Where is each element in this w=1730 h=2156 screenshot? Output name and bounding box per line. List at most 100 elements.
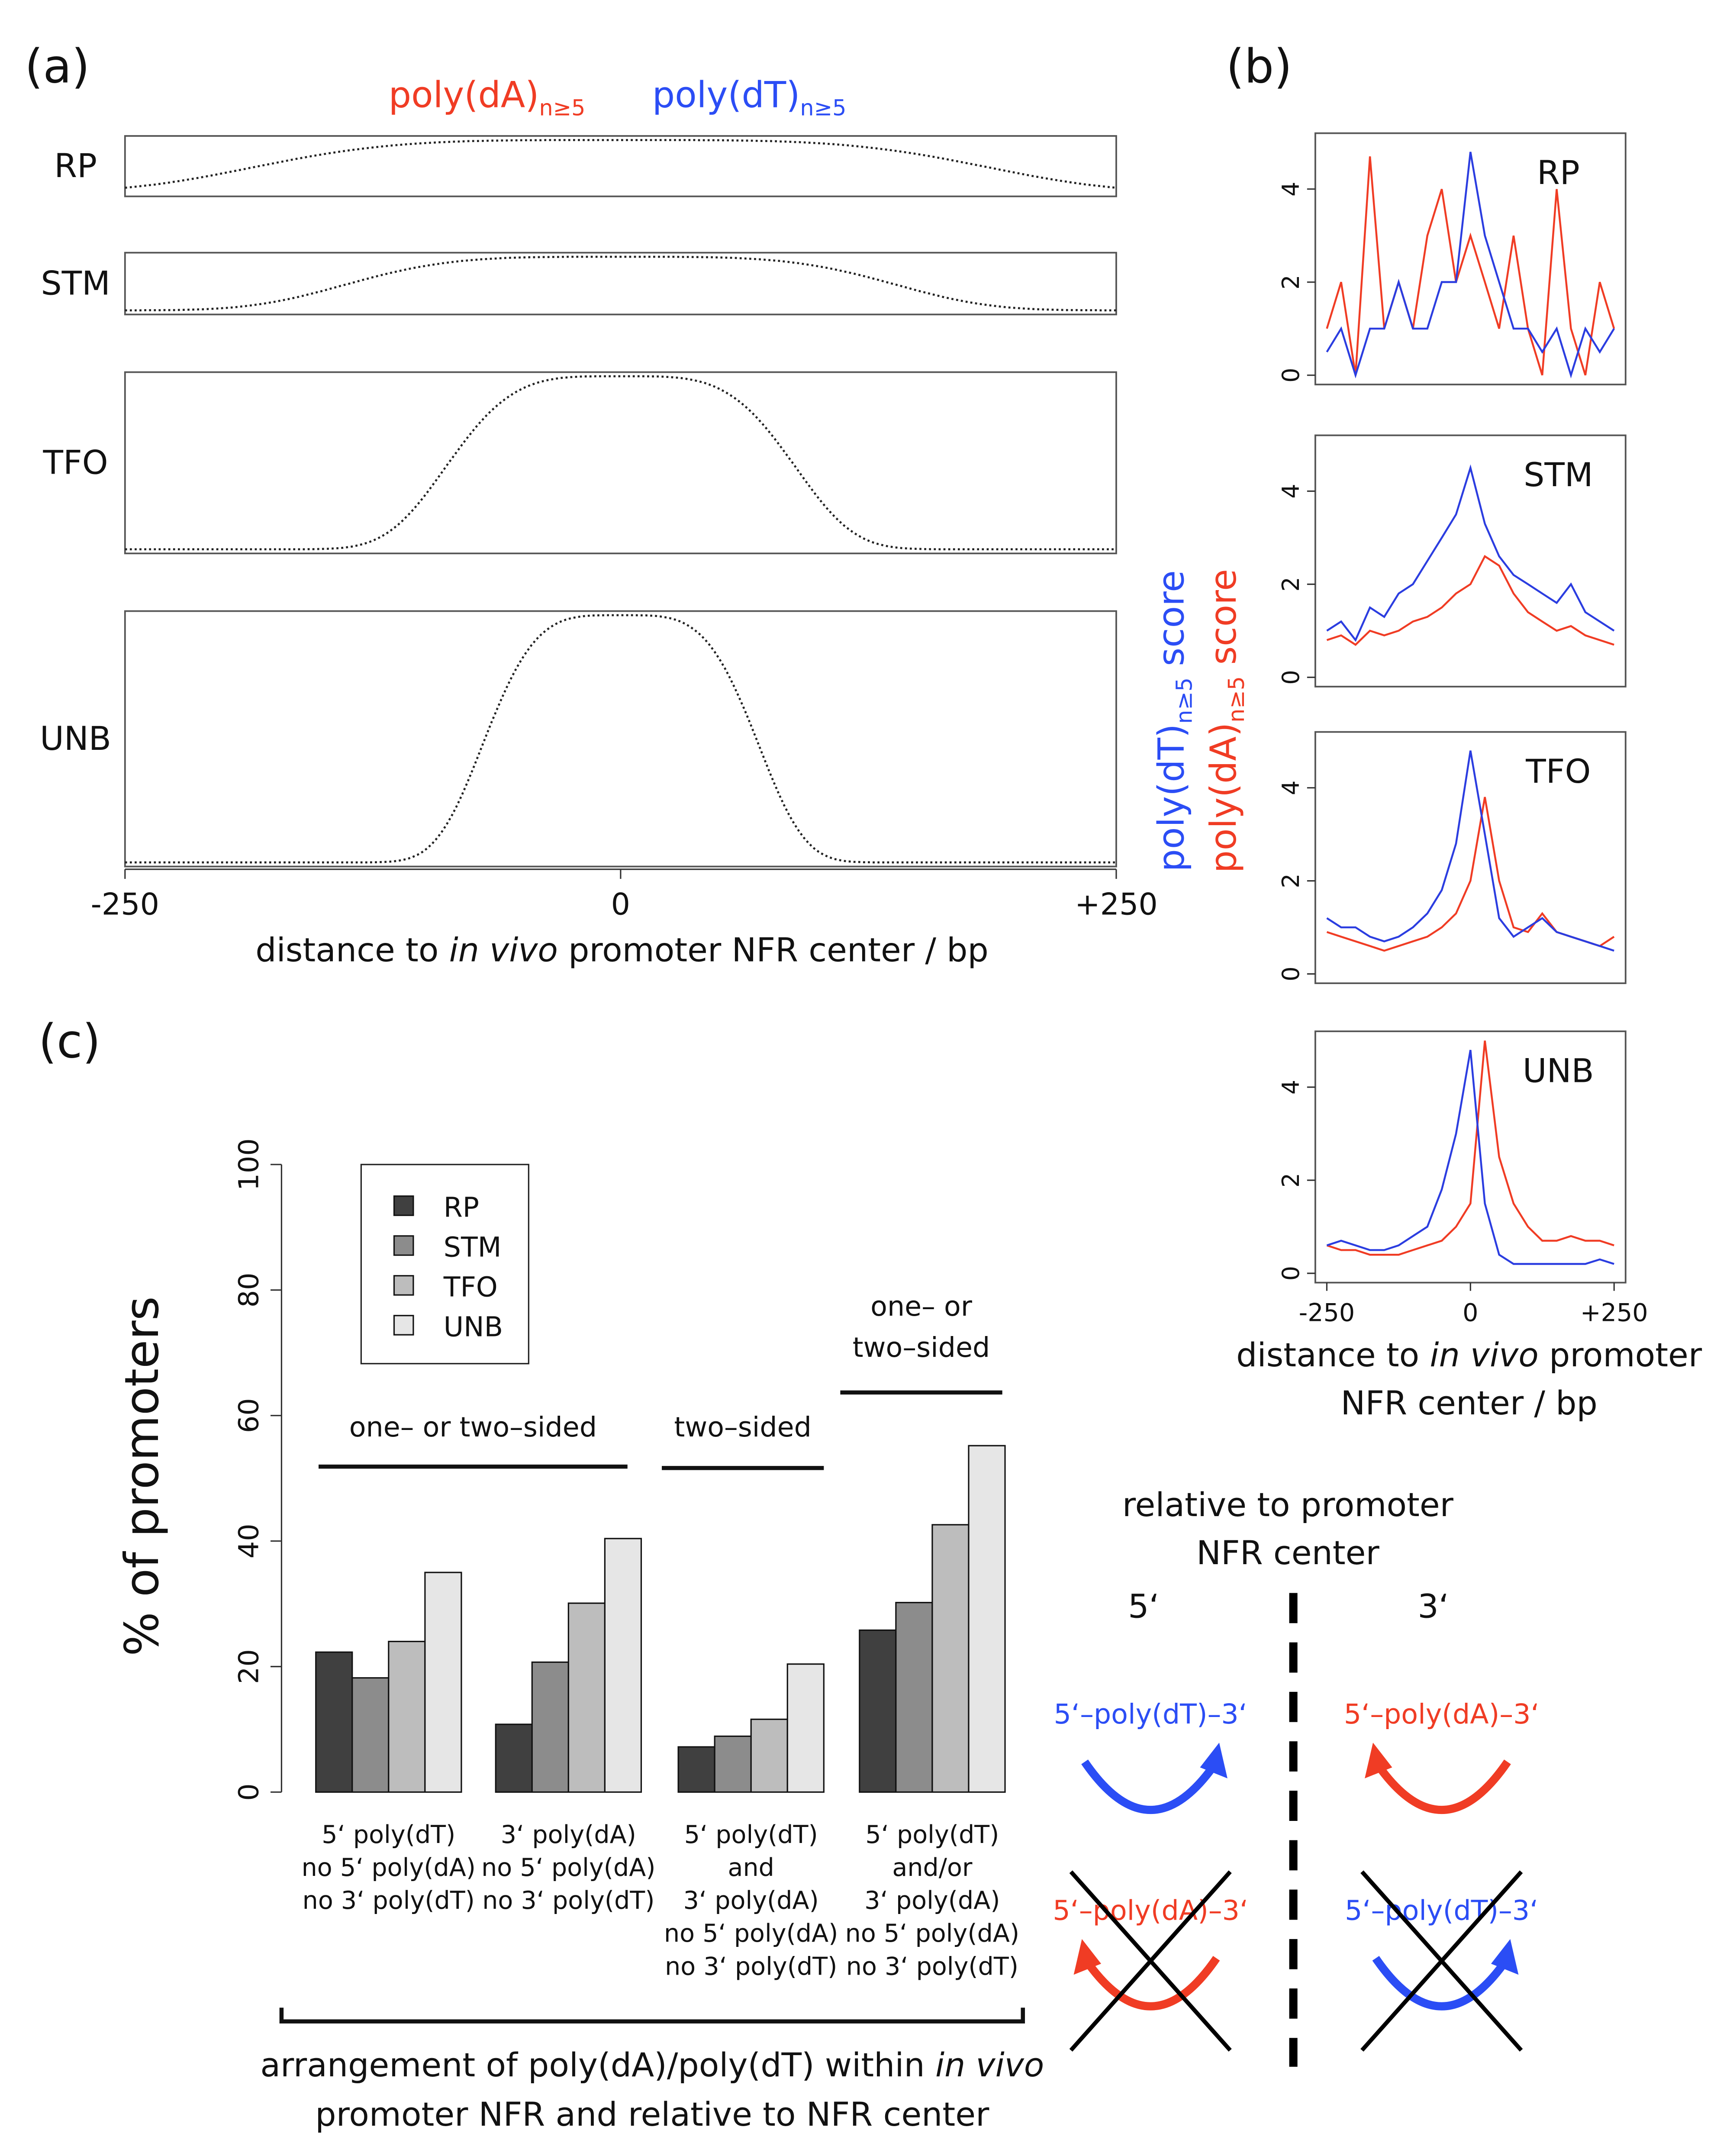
bar — [315, 1651, 353, 1793]
label-sub: n≥5 — [1171, 678, 1197, 724]
axis-label: promoter NFR and relative to NFR center — [315, 2095, 989, 2133]
panel-title: STM — [1524, 455, 1593, 494]
heatmap-frame — [124, 371, 1117, 555]
y-tick-label: 2 — [1277, 1173, 1305, 1188]
bar — [786, 1663, 825, 1793]
bar — [531, 1661, 569, 1793]
arrow-head — [1491, 1939, 1519, 1975]
bar — [750, 1718, 788, 1793]
axis-label: distance to in vivo promoter — [1236, 1336, 1702, 1374]
bar — [931, 1524, 970, 1793]
profile-line — [1326, 1040, 1614, 1256]
arc-arrow — [1081, 1759, 1220, 1814]
profile-line — [1326, 464, 1615, 642]
diagram-title: NFR center — [1196, 1533, 1379, 1572]
label-main: poly(dA) — [1203, 723, 1244, 873]
nfr-profile-curve — [125, 614, 1116, 864]
nfr-profile-curve — [125, 139, 1117, 189]
label-part: in vivo — [449, 930, 558, 969]
label-part: in vivo — [1430, 1336, 1538, 1374]
label-part: promoter NFR and relative to NFR center — [315, 2095, 989, 2133]
category-line: 5‘ poly(dT) — [865, 1820, 999, 1849]
label-suffix: score — [1203, 569, 1244, 676]
heatmap-frame — [124, 252, 1117, 316]
bar — [388, 1640, 426, 1793]
bar — [567, 1602, 606, 1793]
x-tick-label: +250 — [1075, 887, 1158, 922]
category-line: no 5‘ poly(dA) — [845, 1919, 1019, 1948]
label-part: NFR center / bp — [1341, 1384, 1598, 1422]
plot-frame — [1314, 731, 1627, 984]
legend-swatch — [393, 1315, 414, 1336]
bar — [424, 1572, 462, 1793]
label-main: poly(dT) — [1150, 724, 1192, 872]
category-label: 5‘ poly(dT) no 5‘ poly(dA) no 3‘ poly(dT) — [302, 1820, 476, 1915]
label-part: in vivo — [935, 2046, 1044, 2084]
annotation: one– or two–sided — [349, 1411, 597, 1443]
nfr-profile-curve — [125, 255, 1116, 312]
y-tick-label: 4 — [1277, 1080, 1305, 1094]
annotation: two–sided — [674, 1411, 811, 1443]
motif-label: 5‘–poly(dT)–3‘ — [1054, 1698, 1247, 1730]
panel-title: RP — [1537, 153, 1580, 192]
category-line: and/or — [892, 1853, 973, 1882]
category-line: 3‘ poly(dA) — [864, 1886, 1000, 1915]
category-line: no 5‘ poly(dA) — [664, 1919, 838, 1948]
arrow-head — [1073, 1939, 1102, 1975]
y-tick-label: 80 — [232, 1272, 264, 1307]
axis-label: distance to in vivo promoter NFR center … — [255, 930, 989, 969]
row-label: UNB — [40, 719, 111, 758]
bar — [895, 1602, 933, 1793]
legend-label: UNB — [444, 1310, 503, 1343]
y-tick-label: 40 — [232, 1523, 264, 1559]
profile-line — [1326, 152, 1615, 379]
y-tick-label: 4 — [1277, 781, 1305, 795]
axis-label: arrangement of poly(dA)/poly(dT) within … — [260, 2046, 1044, 2084]
motif-label: 5‘–poly(dT)–3‘ — [1345, 1894, 1538, 1926]
category-line: no 5‘ poly(dA) — [481, 1853, 655, 1882]
y-tick-label: 0 — [1277, 966, 1305, 981]
nfr-profile-curve — [125, 375, 1116, 551]
category-line: no 5‘ poly(dA) — [302, 1853, 476, 1882]
y-tick-label: 2 — [1277, 873, 1305, 888]
category-label: 5‘ poly(dT) and 3‘ poly(dA) no 5‘ poly(dA) n… — [664, 1820, 838, 1981]
axis-label: NFR center / bp — [1341, 1384, 1598, 1422]
profile-line — [1326, 797, 1615, 952]
legend-box — [360, 1164, 529, 1365]
x-tick-label: -250 — [1299, 1298, 1355, 1327]
y-tick-label: 20 — [232, 1649, 264, 1684]
bar — [677, 1746, 715, 1793]
heatmap-frame — [124, 610, 1117, 868]
label-part: promoter — [1539, 1336, 1702, 1374]
row-label: TFO — [43, 443, 108, 481]
profile-line — [1326, 750, 1614, 952]
category-line: no 3‘ poly(dT) — [846, 1952, 1018, 1981]
category-label: 5‘ poly(dT) and/or 3‘ poly(dA) no 5‘ poly(d… — [845, 1820, 1019, 1981]
y-tick-label: 0 — [232, 1783, 264, 1801]
x-tick-label: +250 — [1580, 1298, 1648, 1327]
plot-frame — [1314, 434, 1627, 687]
x-tick-label: -250 — [91, 887, 159, 922]
series-label: poly(dA)n≥5 score — [1203, 569, 1249, 873]
y-tick-label: 4 — [1277, 484, 1305, 498]
cross — [1360, 1870, 1523, 2052]
legend-label: RP — [444, 1191, 479, 1223]
legend-swatch — [393, 1275, 414, 1296]
panel-label: (c) — [39, 1014, 100, 1068]
label-sub: n≥5 — [539, 95, 585, 120]
label-sub: n≥5 — [800, 95, 846, 120]
y-tick-label: 60 — [232, 1398, 264, 1433]
y-tick-label: 0 — [1277, 368, 1305, 383]
series-label: poly(dT)n≥5 score — [1150, 570, 1197, 871]
x-tick-label: 0 — [1463, 1298, 1478, 1327]
bar — [351, 1677, 390, 1793]
diagram-title: relative to promoter — [1122, 1485, 1454, 1524]
bracket — [279, 2008, 1025, 2024]
bar — [714, 1735, 752, 1793]
arc-arrow — [1372, 1759, 1511, 1814]
plot-frame — [1314, 132, 1627, 386]
bar — [495, 1724, 533, 1793]
y-tick-label: 0 — [1277, 1266, 1305, 1281]
panel-title: TFO — [1525, 752, 1591, 791]
legend-swatch — [393, 1195, 414, 1216]
